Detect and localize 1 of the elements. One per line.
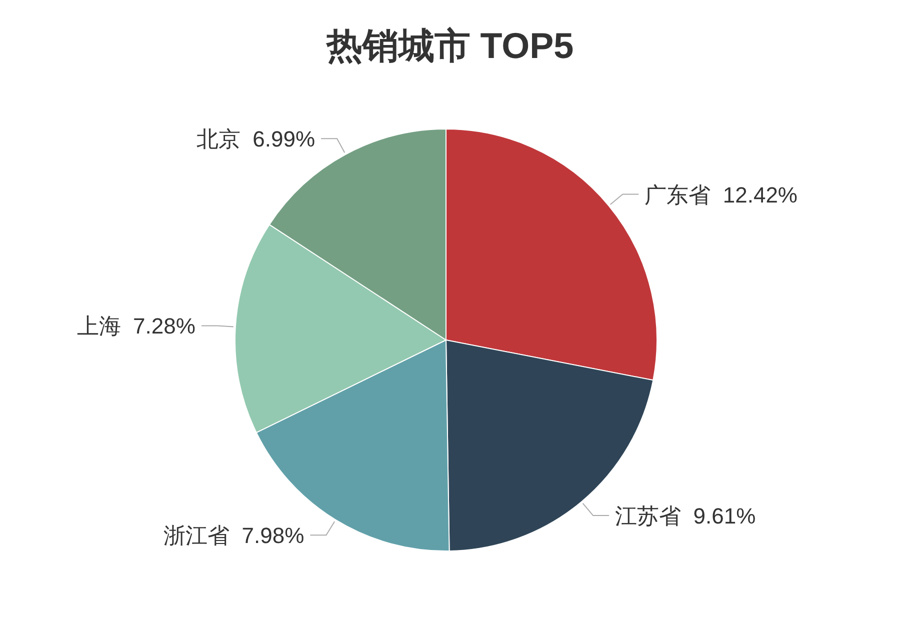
title: 热销城市 TOP5 <box>326 25 574 66</box>
